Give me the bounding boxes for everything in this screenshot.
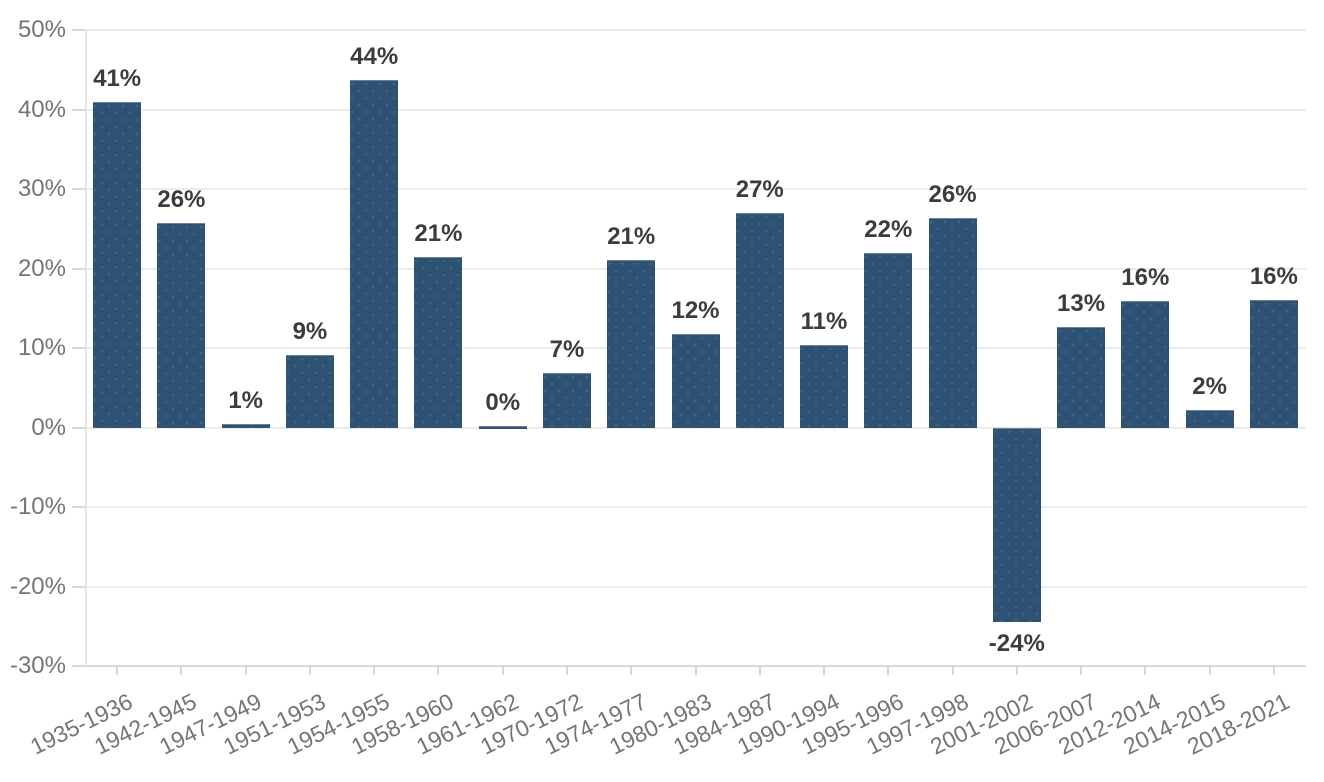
bar-value-label: 26% (157, 186, 206, 214)
bar-value-label: 21% (607, 222, 656, 250)
bar (1057, 326, 1106, 429)
y-axis-tick-label: -20% (9, 572, 66, 600)
bar (864, 252, 913, 429)
bar-value-label: 11% (800, 307, 848, 335)
bar (350, 80, 399, 429)
bar-value-label: 1% (228, 386, 263, 414)
bar-value-label: 13% (1057, 289, 1106, 317)
x-axis-tick (437, 666, 440, 675)
gridline (85, 585, 1306, 588)
y-axis-tick-label: 0% (31, 413, 66, 441)
bar-value-label: 21% (414, 220, 463, 248)
bar-value-label: 22% (864, 215, 913, 243)
bar-value-label: 16% (1121, 264, 1170, 292)
x-axis-tick (1015, 666, 1018, 675)
bar (928, 218, 977, 429)
bar-value-label: 41% (93, 65, 142, 93)
bar-value-label: -24% (988, 630, 1045, 658)
y-axis-tick (72, 188, 85, 190)
bar (542, 372, 591, 429)
gridline (85, 188, 1306, 190)
bar-value-label: 44% (350, 43, 399, 71)
bar (992, 427, 1041, 623)
gridline (85, 108, 1306, 111)
bar (414, 257, 463, 429)
bar (671, 334, 720, 429)
x-axis-tick (116, 666, 119, 675)
x-axis-tick (308, 666, 311, 675)
y-axis-tick-label: 40% (17, 95, 66, 123)
x-axis-tick (1208, 666, 1211, 675)
x-axis-tick (630, 666, 633, 675)
y-axis-tick-label: -30% (9, 652, 66, 679)
y-axis-tick-label: -10% (9, 493, 66, 520)
x-axis-tick (887, 666, 890, 675)
bar-value-label: 16% (1249, 262, 1298, 290)
bar (478, 425, 527, 429)
x-axis-tick (758, 666, 761, 675)
bar-value-label: 12% (671, 297, 720, 325)
y-axis-line (85, 30, 87, 666)
y-axis-tick (72, 426, 85, 429)
y-axis-tick (72, 506, 85, 508)
x-axis-tick (694, 666, 697, 675)
gridline (85, 29, 1306, 31)
y-axis-tick (72, 665, 85, 667)
bar (1249, 299, 1298, 429)
gridline (85, 506, 1306, 508)
x-axis-tick (1080, 666, 1083, 675)
bar (221, 423, 270, 429)
gridline (85, 267, 1306, 270)
bar (800, 344, 849, 429)
y-axis-tick (72, 347, 85, 349)
bar-value-label: 26% (928, 181, 977, 209)
bar-value-label: 9% (292, 318, 328, 346)
bar (607, 259, 656, 429)
y-axis-tick-label: 30% (17, 175, 66, 202)
y-axis-tick (72, 585, 85, 588)
y-axis-tick-label: 10% (17, 334, 66, 361)
x-axis-tick (951, 666, 954, 675)
y-axis-tick-label: 20% (17, 254, 66, 282)
y-axis-tick-label: 50% (17, 16, 66, 43)
bar-value-label: 7% (549, 335, 585, 363)
x-axis-tick (501, 666, 504, 675)
bar (285, 355, 334, 429)
y-axis-tick (72, 29, 85, 31)
x-axis-tick (565, 666, 568, 675)
x-axis-tick (244, 666, 247, 675)
x-axis-tick (823, 666, 826, 675)
y-axis-tick (72, 267, 85, 270)
x-axis-tick (1272, 666, 1275, 675)
bar (1185, 410, 1234, 429)
bar-value-label: 27% (735, 175, 784, 203)
bar (93, 102, 142, 429)
bar-value-label: 0% (485, 388, 521, 416)
x-axis-tick (373, 666, 376, 675)
bar (735, 212, 784, 429)
bar (157, 223, 206, 429)
y-axis-tick (72, 108, 85, 111)
x-axis-tick (1144, 666, 1147, 675)
bar-value-label: 2% (1192, 373, 1227, 400)
x-axis-tick (180, 666, 183, 675)
bar (1121, 301, 1170, 429)
